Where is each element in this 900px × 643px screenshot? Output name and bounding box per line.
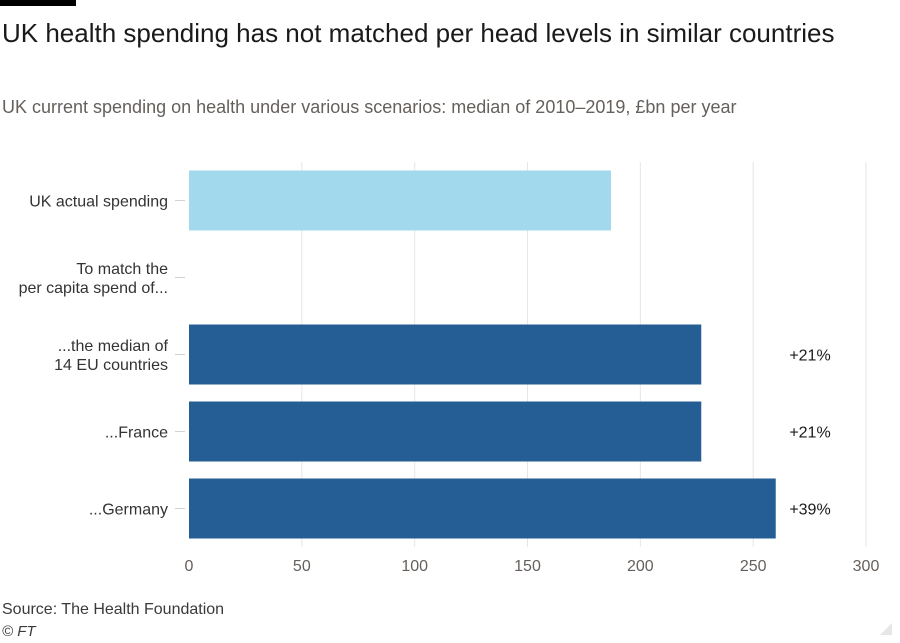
- x-tick-label-0: 0: [185, 558, 194, 575]
- source-note: Source: The Health Foundation: [2, 601, 225, 618]
- x-tick-label-2: 100: [401, 558, 428, 575]
- category-label-4: ...Germany: [89, 502, 168, 519]
- x-tick-label-5: 250: [740, 558, 767, 575]
- bar-chart: UK actual spending To match the per capita…: [19, 162, 880, 575]
- x-tick-label-3: 150: [514, 558, 541, 575]
- bar-3: [189, 401, 702, 462]
- data-label-4: +39%: [789, 502, 830, 519]
- bar-0: [189, 170, 611, 231]
- chart-title: UK health spending has not matched per h…: [2, 18, 835, 48]
- category-label-2-0: ...the median of: [58, 338, 169, 355]
- bar-2: [189, 324, 702, 385]
- data-label-3: +21%: [789, 425, 830, 442]
- category-label-3: ...France: [105, 425, 168, 442]
- x-tick-label-1: 50: [293, 558, 311, 575]
- brand-bar: [0, 0, 76, 6]
- bar-4: [189, 478, 776, 539]
- copyright-credit: © FT: [2, 623, 36, 640]
- resize-handle-icon[interactable]: [880, 623, 892, 635]
- chart-subtitle: UK current spending on health under vari…: [2, 97, 737, 117]
- category-label-1-1: per capita spend of...: [19, 280, 168, 297]
- category-label-2-1: 14 EU countries: [54, 357, 168, 374]
- category-label-0: UK actual spending: [29, 194, 168, 211]
- data-label-2: +21%: [789, 348, 830, 365]
- x-tick-label-4: 200: [627, 558, 654, 575]
- x-tick-label-6: 300: [853, 558, 880, 575]
- category-label-1-0: To match the: [76, 261, 168, 278]
